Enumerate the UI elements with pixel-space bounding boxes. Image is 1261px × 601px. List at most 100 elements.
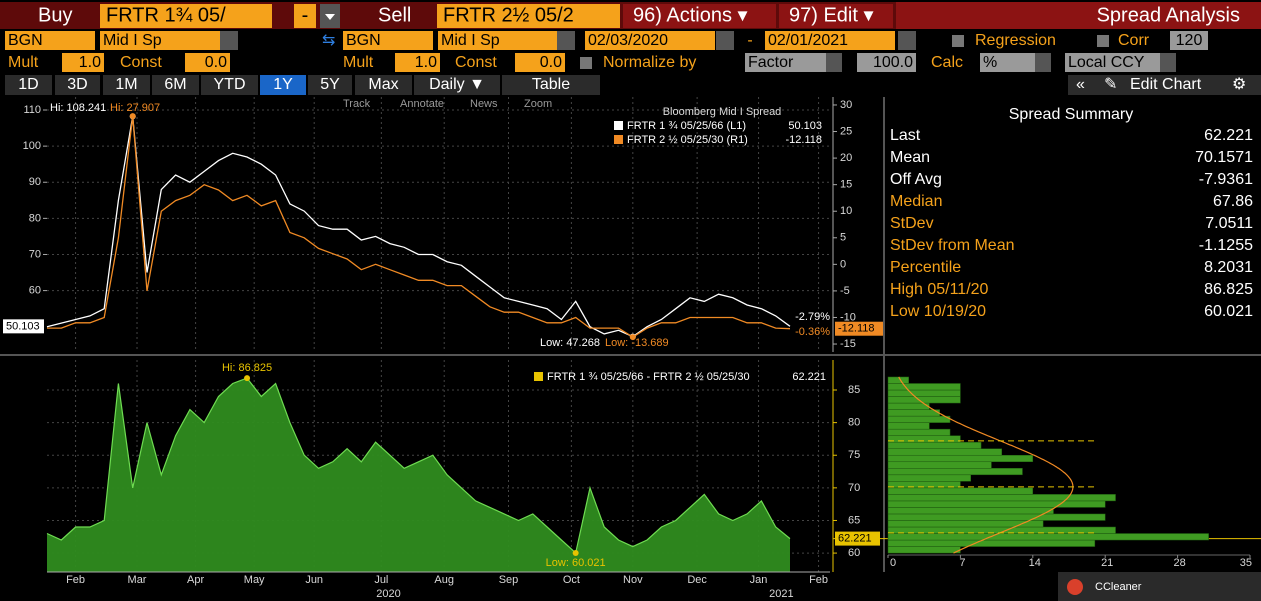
hi-label: Hi: 108.241	[50, 102, 106, 114]
field-button[interactable]	[826, 53, 842, 72]
tab-label[interactable]: Max	[368, 76, 398, 93]
tab[interactable]	[103, 75, 150, 95]
popup[interactable]	[1058, 572, 1261, 601]
chart-tool[interactable]: Track	[343, 98, 371, 110]
x-tick-label: 14	[1029, 557, 1041, 569]
field-button[interactable]	[557, 31, 575, 50]
hi-label: Hi: 86.825	[222, 362, 272, 374]
field-box[interactable]	[343, 31, 433, 50]
chart-tool[interactable]: Zoom	[524, 98, 552, 110]
tab[interactable]	[201, 75, 258, 95]
field-box[interactable]	[765, 31, 895, 50]
tab-label[interactable]: 5Y	[320, 76, 340, 93]
corr-field[interactable]	[1170, 31, 1208, 50]
field-button[interactable]	[716, 31, 734, 50]
hi-value: 108.241	[67, 102, 107, 114]
chart-tool[interactable]: Annotate	[400, 98, 444, 110]
row3-field[interactable]	[395, 53, 440, 72]
histogram-bar	[887, 448, 1003, 456]
chart-tool[interactable]: News	[470, 98, 498, 110]
field-box[interactable]	[100, 31, 220, 50]
field-button[interactable]	[220, 31, 238, 50]
edit-chart-bar[interactable]	[1068, 75, 1261, 95]
x-tick-label: Mar	[128, 574, 147, 586]
sell-security-field[interactable]	[437, 4, 620, 28]
last-value-tag	[835, 531, 880, 546]
checkbox[interactable]	[952, 35, 964, 47]
field-box[interactable]	[5, 31, 95, 50]
swap-icon[interactable]: ⇆	[322, 32, 335, 49]
hi-value: 27.907	[127, 102, 161, 114]
field-button[interactable]	[1160, 53, 1176, 72]
field-field1: Mid I Sp	[103, 32, 162, 49]
x-tick-label: 7	[959, 557, 965, 569]
field-box[interactable]	[585, 31, 715, 50]
popup-icon[interactable]	[1067, 579, 1083, 595]
spread-line	[46, 377, 791, 555]
tab-label[interactable]: 6M	[164, 76, 186, 93]
row3-field[interactable]	[185, 53, 230, 72]
legend-value: 50.103	[788, 120, 822, 132]
hi-label: Hi: 27.907	[110, 102, 160, 114]
row3-field[interactable]	[62, 53, 104, 72]
row3-field[interactable]	[745, 53, 842, 72]
tab[interactable]	[152, 75, 199, 95]
row3-field[interactable]	[980, 53, 1050, 72]
field-box[interactable]	[438, 31, 558, 50]
legend-swatch	[614, 135, 623, 144]
tab[interactable]	[502, 75, 600, 95]
tab-label[interactable]: Table	[532, 76, 570, 93]
actions-button[interactable]	[623, 4, 776, 28]
pencil-icon[interactable]: ✎	[1104, 76, 1117, 93]
summary-label: Last	[890, 127, 921, 144]
field-button[interactable]	[1035, 53, 1051, 72]
tab[interactable]	[308, 75, 352, 95]
tab-label[interactable]: Daily ▼	[429, 76, 485, 93]
tab[interactable]	[260, 75, 306, 95]
row3-field[interactable]	[857, 53, 916, 72]
tab-label[interactable]: 1Y	[273, 76, 293, 93]
y2-tick-label: 0	[840, 258, 846, 270]
tab[interactable]	[55, 75, 100, 95]
series-line	[46, 116, 791, 338]
low-marker	[629, 334, 636, 341]
row3-field[interactable]	[515, 53, 565, 72]
row3-label: Const	[455, 54, 497, 71]
histogram-bar	[887, 539, 1096, 547]
buy-security: FRTR 1¾ 05/	[106, 4, 226, 26]
tab-label[interactable]: YTD	[214, 76, 246, 93]
tab[interactable]	[355, 75, 412, 95]
histogram-bar	[887, 376, 909, 384]
settings-icon[interactable]: ⚙	[1232, 76, 1246, 93]
buy-security-field[interactable]	[100, 4, 272, 28]
row3-field[interactable]	[1065, 53, 1175, 72]
histogram-bar	[887, 546, 961, 554]
x-tick-label: Feb	[66, 574, 85, 586]
legend-name: FRTR 1 ¾ 05/25/66 - FRTR 2 ½ 05/25/30	[547, 371, 750, 383]
dash-field[interactable]	[294, 4, 316, 28]
tab-label[interactable]: 1D	[18, 76, 38, 93]
y-tick-label: 65	[848, 514, 860, 526]
summary-label: StDev	[890, 215, 934, 232]
y-tick-label: 110	[23, 104, 41, 116]
popup-label[interactable]: CCleaner	[1095, 581, 1142, 593]
tab[interactable]	[414, 75, 500, 95]
edit-chart[interactable]: Edit Chart	[1130, 76, 1202, 93]
series-line	[47, 116, 791, 338]
tab[interactable]	[5, 75, 52, 95]
tab-label[interactable]: 3D	[67, 76, 87, 93]
checkbox[interactable]	[1097, 35, 1109, 47]
field-button[interactable]	[898, 31, 916, 50]
checkbox[interactable]	[580, 57, 592, 69]
low-marker	[572, 549, 579, 556]
histogram-bar	[887, 441, 982, 449]
histogram-bar	[887, 402, 930, 410]
y-tick-label: 85	[848, 384, 860, 396]
tab-label[interactable]: 1M	[115, 76, 137, 93]
legend-swatch	[614, 121, 623, 130]
edit-button[interactable]	[779, 4, 893, 28]
row3-value: 1.0	[79, 54, 101, 71]
collapse-icon[interactable]: «	[1076, 76, 1085, 93]
legend-name: FRTR 2 ½ 05/25/30 (R1)	[627, 134, 748, 146]
